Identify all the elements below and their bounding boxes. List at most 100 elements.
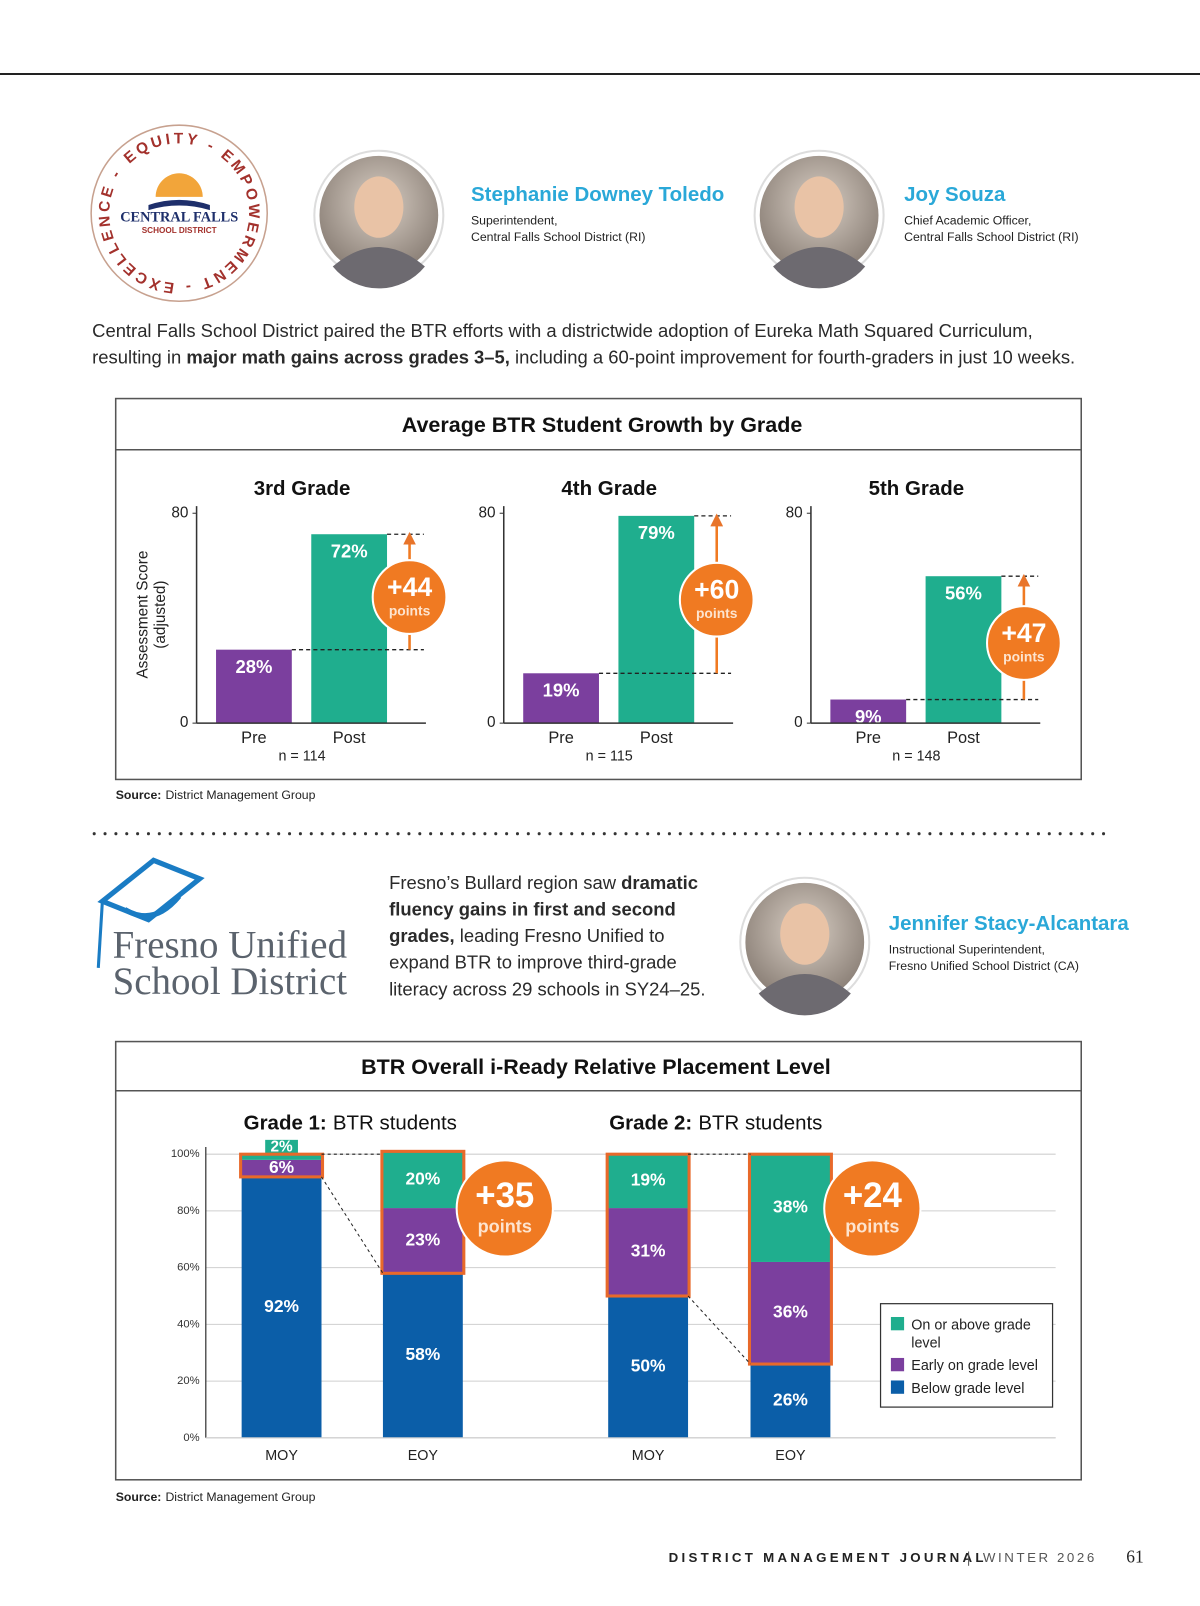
paragraph-line: Central Falls School District paired the… <box>92 320 1033 341</box>
logo-ring <box>90 124 269 303</box>
sample-size: n = 148 <box>892 749 940 765</box>
text-run: major math gains across grades 3–5, <box>186 347 510 368</box>
bar <box>830 699 907 724</box>
paragraph-line: resulting in major math gains across gra… <box>92 347 1075 368</box>
segment-label: 92% <box>264 1296 299 1316</box>
group-title: Grade 2: BTR students <box>609 1112 822 1135</box>
legend-label: On or above grade level <box>911 1315 1031 1351</box>
paragraph-line: literacy across 29 schools in SY24–25. <box>389 978 705 999</box>
portrait-shoulders <box>758 973 851 1016</box>
y-tick-label: 60% <box>177 1262 200 1274</box>
person-role: Fresno Unified School District (CA) <box>889 959 1079 973</box>
portrait-face <box>794 176 844 238</box>
segment-label: 58% <box>405 1344 440 1364</box>
group-title-bold: Grade 1: <box>244 1112 327 1135</box>
bar-value-label: 56% <box>945 583 982 604</box>
x-tick-label: Post <box>640 729 673 747</box>
y-tick-label: 80% <box>177 1205 200 1217</box>
bar-segment <box>608 1296 689 1438</box>
y-tick-label: 80 <box>171 504 188 521</box>
segment-label: 23% <box>405 1229 440 1249</box>
person-role: Central Falls School District (RI) <box>471 230 645 244</box>
small-label-box <box>265 1139 298 1155</box>
logo-line1: Fresno Unified <box>113 923 347 966</box>
badge-value: +47 <box>1001 618 1046 648</box>
growth-box <box>114 397 1082 781</box>
paragraph-line: grades, leading Fresno Unified to <box>389 925 664 946</box>
badge-unit: points <box>389 602 431 618</box>
logo-cap-band <box>123 894 182 919</box>
badge-unit: points <box>478 1216 532 1236</box>
bar <box>216 649 292 724</box>
person-role: Chief Academic Officer, <box>904 214 1031 228</box>
growth-box-title: Average BTR Student Growth by Grade <box>402 413 803 437</box>
badge-value: +44 <box>387 572 432 602</box>
segment-label: 36% <box>773 1302 808 1322</box>
bar-segment <box>382 1208 463 1274</box>
y-axis-label: (adjusted) <box>152 580 169 648</box>
portrait <box>753 149 885 289</box>
legend-label: Early on grade level <box>911 1356 1038 1374</box>
panel-title: 4th Grade <box>561 477 657 500</box>
text-run: including a 60-point improvement for fou… <box>510 347 1075 368</box>
placement-source: Source: District Management Group <box>116 1490 316 1504</box>
bar-value-label: 28% <box>235 656 272 677</box>
text-run: literacy across 29 schools in SY24–25. <box>389 978 705 999</box>
highlight-outline <box>605 1152 691 1298</box>
sample-size: n = 115 <box>586 749 633 765</box>
bar <box>311 534 388 724</box>
logo-book <box>148 199 210 211</box>
segment-label: 2% <box>270 1139 293 1156</box>
x-tick-label: MOY <box>632 1448 665 1464</box>
footer-journal: DISTRICT MANAGEMENT JOURNAL <box>669 1550 987 1565</box>
legend-swatch <box>890 1316 905 1331</box>
person-name: Jennifer Stacy-Alcantara <box>889 912 1130 935</box>
legend: On or above grade level Early on grade le… <box>890 1315 1050 1397</box>
x-tick-label: Pre <box>856 729 881 747</box>
paragraph-line: expand BTR to improve third-grade <box>389 952 677 973</box>
y-axis-label: Assessment Score <box>134 551 151 679</box>
bar-value-label: 19% <box>543 680 580 701</box>
bar <box>618 515 695 724</box>
source-text: District Management Group <box>165 1490 315 1504</box>
text-run: fluency gains in first and second <box>389 898 676 919</box>
portrait-face <box>354 176 404 238</box>
text-run: Fresno’s Bullard region saw <box>389 872 621 893</box>
legend-swatch <box>890 1357 905 1372</box>
growth-source: Source: District Management Group <box>116 788 316 802</box>
central-falls-logo: EQUITY - EMPOWERMENT - EXCELLENCE - CENT… <box>90 124 269 303</box>
badge-value: +24 <box>843 1176 903 1215</box>
panel-title: 3rd Grade <box>254 477 351 500</box>
y-tick-label: 0 <box>487 714 496 731</box>
person-role: Instructional Superintendent, <box>889 943 1045 957</box>
person-role: Superintendent, <box>471 214 558 228</box>
logo-tassel <box>96 901 104 968</box>
bar-segment <box>382 1151 463 1209</box>
portrait-shoulders <box>773 247 866 289</box>
group-title: Grade 1: BTR students <box>244 1112 457 1135</box>
footer-issue: WINTER 2026 <box>983 1550 1097 1565</box>
bar-segment <box>241 1154 322 1160</box>
y-tick-label: 0% <box>183 1432 199 1444</box>
badge-value: +35 <box>475 1176 534 1215</box>
logo-sub: SCHOOL DISTRICT <box>142 226 217 235</box>
legend-item: Below grade level <box>890 1378 1050 1396</box>
portrait <box>739 876 871 1016</box>
legend-swatch <box>890 1380 905 1394</box>
logo-name: CENTRAL FALLS <box>120 210 238 226</box>
bar-value-label: 72% <box>331 541 368 562</box>
y-tick-label: 20% <box>177 1375 200 1387</box>
y-tick-label: 80 <box>786 504 803 521</box>
highlight-outline <box>747 1152 833 1366</box>
legend-item: On or above grade level <box>890 1315 1050 1352</box>
growth-badge <box>678 561 755 638</box>
source-label: Source: <box>116 1490 162 1504</box>
x-tick-label: EOY <box>775 1448 806 1464</box>
y-tick-label: 80 <box>478 504 495 521</box>
bar-value-label: 79% <box>638 522 675 543</box>
connector-dash <box>321 1176 384 1274</box>
legend-list: On or above grade level Early on grade le… <box>890 1315 1050 1397</box>
